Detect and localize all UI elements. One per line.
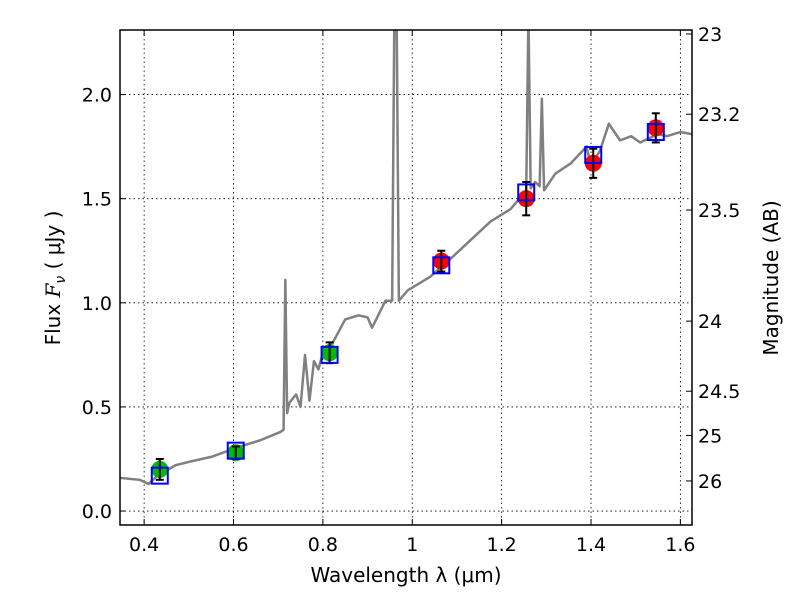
x-tick-label: 1.6: [665, 534, 695, 556]
model-square-marker: [320, 345, 339, 364]
y2-tick-label: 26: [698, 471, 722, 493]
model-square-marker: [517, 183, 536, 202]
grid: [120, 30, 692, 525]
y-tick-label: 0.5: [82, 397, 112, 419]
x-tick-label: 0.4: [129, 534, 159, 556]
y2-tick-label: 23.5: [698, 200, 740, 222]
y2-axis-label: Magnitude (AB): [759, 200, 783, 355]
model-square-marker: [226, 441, 245, 460]
y2-tick-label: 24: [698, 311, 722, 333]
axes-frame: [119, 29, 693, 526]
y2-tick-label: 25: [698, 425, 722, 447]
y2-tick-label: 24.5: [698, 381, 740, 403]
model-square-marker: [150, 466, 169, 485]
x-axis-label: Wavelength λ (μm): [310, 563, 501, 587]
x-tick-label: 1.4: [576, 534, 606, 556]
x-tick-label: 1: [406, 534, 418, 556]
x-tick-label: 1.2: [487, 534, 517, 556]
y2-tick-label: 23.2: [698, 104, 740, 126]
ticks: 0.4 0.6 0.8 1 1.2 1.4 1.6 0.0 0.5 1.0 1.5 2.0 23 23.2…: [82, 24, 741, 556]
plot-area: [120, 30, 692, 486]
x-tick-label: 0.8: [308, 534, 338, 556]
y-tick-label: 0.0: [82, 501, 112, 523]
y-tick-label: 1.5: [82, 189, 112, 211]
x-tick-label: 0.6: [218, 534, 248, 556]
model-square-marker: [584, 145, 603, 164]
y2-tick-label: 23: [698, 24, 722, 46]
y-axis-label: Flux Fν ( μJy ): [41, 211, 69, 346]
spectrum-line: [120, 30, 692, 486]
model-square-marker: [646, 123, 665, 142]
y-tick-label: 1.0: [82, 293, 112, 315]
y-tick-label: 2.0: [82, 85, 112, 107]
model-square-marker: [432, 256, 451, 275]
